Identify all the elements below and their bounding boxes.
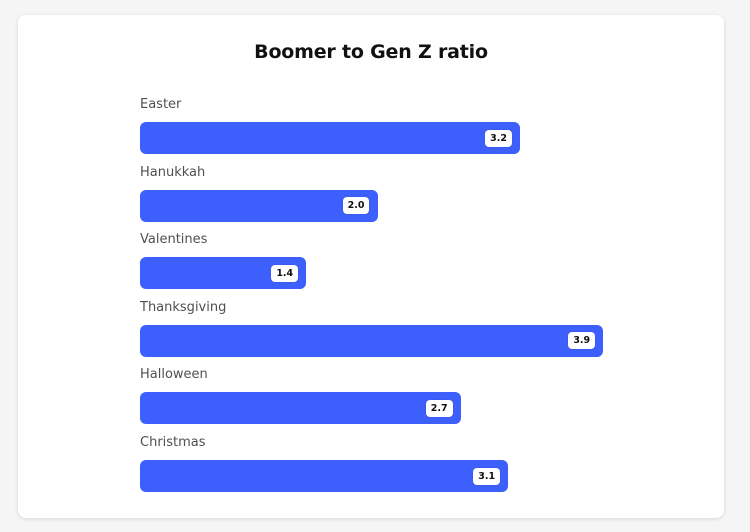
bar-halloween[interactable]: [140, 392, 461, 425]
value-label-easter: 3.2: [485, 129, 512, 147]
value-label-thanksgiving: 3.9: [568, 332, 596, 350]
value-label-hanukkah: 2.0: [342, 197, 370, 215]
category-label-valentines: Valentines: [140, 232, 208, 248]
category-label-easter: Easter: [140, 97, 182, 112]
bar-chart: Easter 3.2 Hanukkah 2.0 Valentines 1.4 Thanksg…: [18, 15, 724, 518]
value-label-christmas: 3.1: [473, 467, 501, 485]
bar-christmas[interactable]: [140, 460, 509, 492]
bar-easter[interactable]: [140, 122, 521, 154]
chart-title: Boomer to Gen Z ratio: [254, 41, 488, 63]
category-label-christmas: Christmas: [140, 435, 206, 450]
category-label-hanukkah: Hanukkah: [140, 164, 206, 180]
chart-card: Boomer to Gen Z ratio Easter 3.2 Hanukkah 2…: [18, 15, 724, 518]
bar-thanksgiving[interactable]: [140, 324, 604, 357]
category-label-thanksgiving: Thanksgiving: [140, 299, 227, 315]
bar-hanukkah[interactable]: [140, 189, 378, 222]
value-label-halloween: 2.7: [425, 399, 453, 417]
value-label-valentines: 1.4: [271, 264, 299, 282]
category-label-halloween: Halloween: [140, 367, 208, 383]
